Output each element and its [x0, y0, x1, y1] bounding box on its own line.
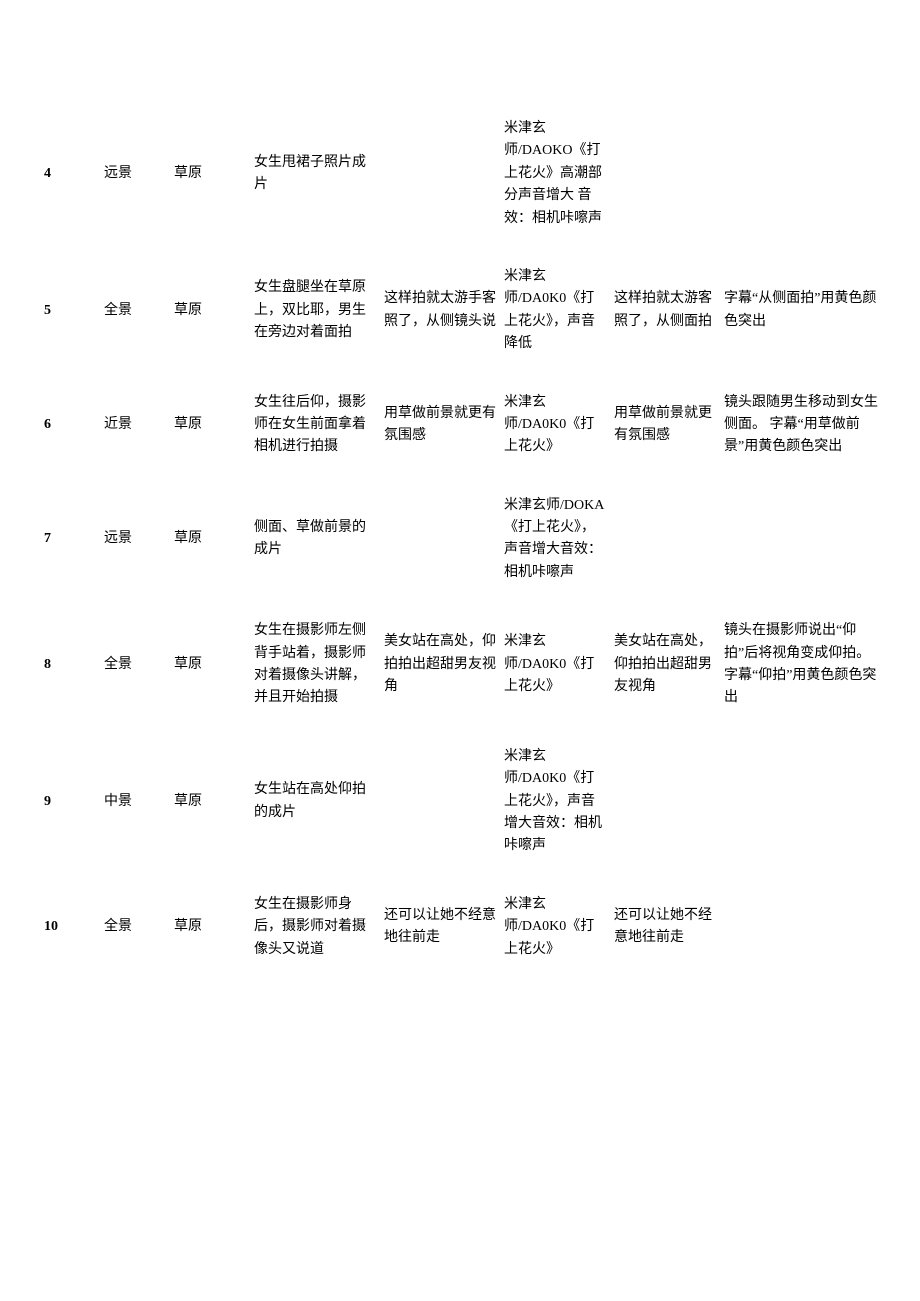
table-row: 10 全景 草原 女生在摄影师身后，摄影师对着摄像头又说道 还可以让她不经意地往…	[40, 876, 890, 979]
cell-shot: 近景	[100, 374, 170, 477]
cell-loc: 草原	[170, 876, 250, 979]
storyboard-table: 4 远景 草原 女生甩裙子照片成片 米津玄师/DAOKO《打上花火》高潮部分声音…	[40, 100, 890, 979]
cell-dialog	[380, 100, 500, 248]
storyboard-body: 4 远景 草原 女生甩裙子照片成片 米津玄师/DAOKO《打上花火》高潮部分声音…	[40, 100, 890, 979]
table-row: 5 全景 草原 女生盘腿坐在草原上，双比耶，男生在旁边对着面拍 这样拍就太游手客…	[40, 248, 890, 374]
cell-dialog: 用草做前景就更有氛围感	[380, 374, 500, 477]
table-row: 6 近景 草原 女生往后仰，摄影师在女生前面拿着相机进行拍摄 用草做前景就更有氛…	[40, 374, 890, 477]
table-row: 9 中景 草原 女生站在高处仰拍的成片 米津玄师/DA0K0《打上花火》，声音增…	[40, 728, 890, 876]
cell-subtitle	[610, 477, 720, 603]
cell-subtitle	[610, 728, 720, 876]
cell-shot: 全景	[100, 602, 170, 728]
cell-num: 5	[40, 248, 100, 374]
cell-subtitle: 用草做前景就更有氛围感	[610, 374, 720, 477]
cell-desc: 女生站在高处仰拍的成片	[250, 728, 380, 876]
cell-subtitle: 美女站在高处，仰拍拍出超甜男友视角	[610, 602, 720, 728]
cell-desc: 女生往后仰，摄影师在女生前面拿着相机进行拍摄	[250, 374, 380, 477]
cell-audio: 米津玄师/DA0K0《打上花火》	[500, 876, 610, 979]
cell-desc: 侧面、草做前景的成片	[250, 477, 380, 603]
cell-num: 9	[40, 728, 100, 876]
cell-loc: 草原	[170, 602, 250, 728]
cell-loc: 草原	[170, 248, 250, 374]
cell-num: 8	[40, 602, 100, 728]
cell-dialog	[380, 728, 500, 876]
cell-audio: 米津玄师/DA0K0《打上花火》，声音增大音效：相机咔嚓声	[500, 728, 610, 876]
table-row: 8 全景 草原 女生在摄影师左侧背手站着，摄影师对着摄像头讲解，并且开始拍摄 美…	[40, 602, 890, 728]
cell-dialog: 这样拍就太游手客照了，从侧镜头说	[380, 248, 500, 374]
cell-num: 7	[40, 477, 100, 603]
cell-desc: 女生在摄影师身后，摄影师对着摄像头又说道	[250, 876, 380, 979]
cell-num: 4	[40, 100, 100, 248]
cell-dialog: 还可以让她不经意地往前走	[380, 876, 500, 979]
cell-note: 镜头跟随男生移动到女生侧面。 字幕“用草做前景”用黄色颜色突出	[720, 374, 890, 477]
cell-note	[720, 876, 890, 979]
cell-note	[720, 728, 890, 876]
cell-audio: 米津玄师/DA0K0《打上花火》	[500, 374, 610, 477]
cell-note: 字幕“从侧面拍”用黄色颜色突出	[720, 248, 890, 374]
cell-dialog	[380, 477, 500, 603]
cell-audio: 米津玄师/DOKA《打上花火》，声音增大音效：相机咔嚓声	[500, 477, 610, 603]
cell-subtitle: 还可以让她不经意地往前走	[610, 876, 720, 979]
cell-desc: 女生甩裙子照片成片	[250, 100, 380, 248]
cell-desc: 女生在摄影师左侧背手站着，摄影师对着摄像头讲解，并且开始拍摄	[250, 602, 380, 728]
cell-desc: 女生盘腿坐在草原上，双比耶，男生在旁边对着面拍	[250, 248, 380, 374]
cell-loc: 草原	[170, 477, 250, 603]
cell-shot: 全景	[100, 248, 170, 374]
cell-dialog: 美女站在高处，仰拍拍出超甜男友视角	[380, 602, 500, 728]
cell-audio: 米津玄师/DA0K0《打上花火》，声音降低	[500, 248, 610, 374]
cell-num: 6	[40, 374, 100, 477]
cell-audio: 米津玄师/DA0K0《打上花火》	[500, 602, 610, 728]
cell-loc: 草原	[170, 374, 250, 477]
cell-shot: 远景	[100, 100, 170, 248]
cell-shot: 中景	[100, 728, 170, 876]
cell-note	[720, 100, 890, 248]
cell-note: 镜头在摄影师说出“仰拍”后将视角变成仰拍。 字幕“仰拍”用黄色颜色突出	[720, 602, 890, 728]
cell-num: 10	[40, 876, 100, 979]
cell-shot: 全景	[100, 876, 170, 979]
table-row: 4 远景 草原 女生甩裙子照片成片 米津玄师/DAOKO《打上花火》高潮部分声音…	[40, 100, 890, 248]
table-row: 7 远景 草原 侧面、草做前景的成片 米津玄师/DOKA《打上花火》，声音增大音…	[40, 477, 890, 603]
cell-loc: 草原	[170, 728, 250, 876]
cell-subtitle: 这样拍就太游客照了，从侧面拍	[610, 248, 720, 374]
cell-shot: 远景	[100, 477, 170, 603]
cell-loc: 草原	[170, 100, 250, 248]
cell-audio: 米津玄师/DAOKO《打上花火》高潮部分声音增大 音效：相机咔嚓声	[500, 100, 610, 248]
cell-note	[720, 477, 890, 603]
cell-subtitle	[610, 100, 720, 248]
